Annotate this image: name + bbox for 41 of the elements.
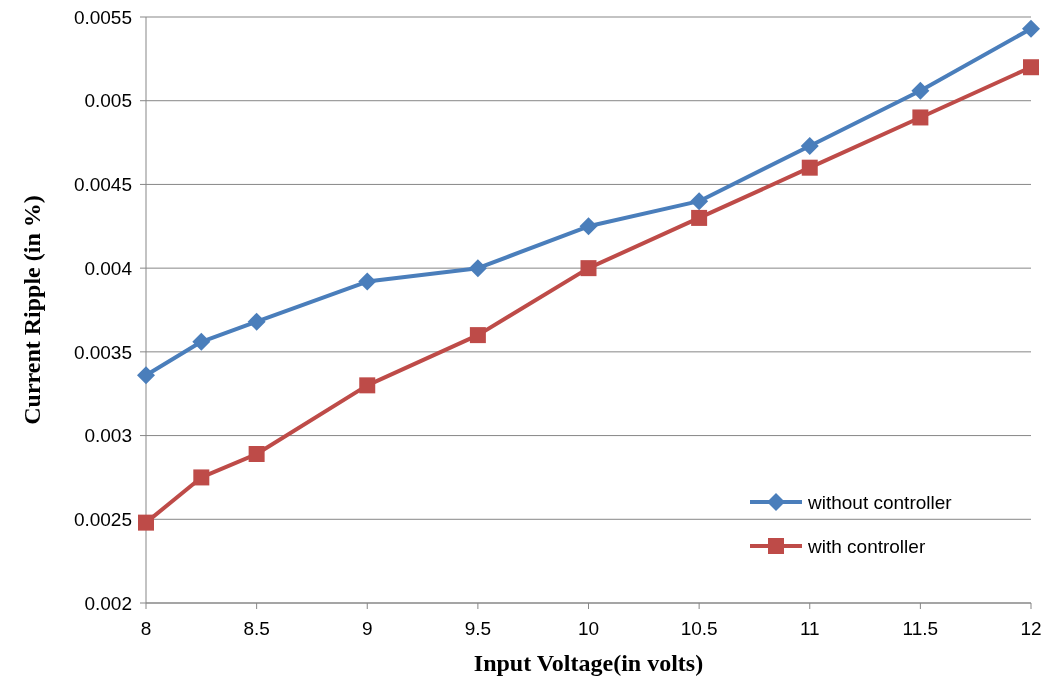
point [247,312,266,331]
point [800,136,819,155]
point [911,81,930,100]
point [469,327,486,344]
x-axis-title: Input Voltage(in volts) [473,650,704,676]
x-tick-label: 11 [799,618,820,639]
point [359,377,376,394]
legend-label: without controller [807,491,953,513]
x-tick-label: 9.5 [464,618,492,639]
x-tick-label: 8.5 [243,618,270,639]
y-tick-label: 0.004 [84,257,133,279]
x-tick-label: 9 [361,618,373,639]
y-tick-label: 0.0045 [73,174,132,196]
x-tick-label: 12 [1020,618,1042,639]
point [192,332,211,351]
point [138,514,154,531]
point [137,366,155,385]
x-tick-label: 11.5 [902,618,939,639]
x-tick-label: 8 [140,618,152,639]
point [801,159,818,176]
y-tick-label: 0.002 [84,592,132,614]
point [468,259,487,278]
point [912,109,929,126]
point [690,192,709,211]
point [579,217,598,236]
y-tick-label: 0.0035 [73,341,132,363]
point [248,445,265,462]
point [1022,19,1040,38]
legend-label: with controller [807,535,926,557]
point [1023,59,1039,76]
point [358,272,377,291]
x-tick-label: 10 [577,618,600,639]
y-tick-label: 0.0025 [73,508,132,530]
point [691,209,708,226]
point [580,260,597,277]
y-tick-label: 0.005 [84,90,132,112]
y-tick-label: 0.003 [84,425,132,447]
x-tick-label: 10.5 [680,618,718,639]
y-axis-title: Current Ripple (in %) [19,195,45,425]
point [193,469,210,486]
y-tick-label: 0.0055 [73,6,132,28]
